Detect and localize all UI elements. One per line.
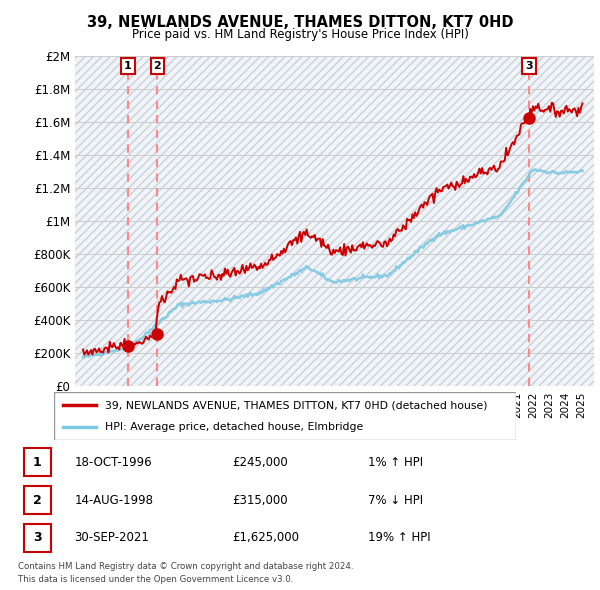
Text: Price paid vs. HM Land Registry's House Price Index (HPI): Price paid vs. HM Land Registry's House … xyxy=(131,28,469,41)
Text: £1,625,000: £1,625,000 xyxy=(232,532,299,545)
Text: HPI: Average price, detached house, Elmbridge: HPI: Average price, detached house, Elmb… xyxy=(105,422,363,432)
FancyBboxPatch shape xyxy=(23,448,51,476)
Text: 3: 3 xyxy=(33,532,41,545)
Text: 18-OCT-1996: 18-OCT-1996 xyxy=(74,455,152,468)
Text: 3: 3 xyxy=(525,61,533,71)
Text: £315,000: £315,000 xyxy=(232,493,288,507)
Text: This data is licensed under the Open Government Licence v3.0.: This data is licensed under the Open Gov… xyxy=(18,575,293,584)
Text: Contains HM Land Registry data © Crown copyright and database right 2024.: Contains HM Land Registry data © Crown c… xyxy=(18,562,353,571)
Text: 2: 2 xyxy=(154,61,161,71)
FancyBboxPatch shape xyxy=(54,392,516,440)
Text: 30-SEP-2021: 30-SEP-2021 xyxy=(74,532,149,545)
Text: 19% ↑ HPI: 19% ↑ HPI xyxy=(368,532,430,545)
Text: 14-AUG-1998: 14-AUG-1998 xyxy=(74,493,154,507)
Text: 39, NEWLANDS AVENUE, THAMES DITTON, KT7 0HD: 39, NEWLANDS AVENUE, THAMES DITTON, KT7 … xyxy=(87,15,513,30)
Text: 1: 1 xyxy=(124,61,132,71)
Text: 2: 2 xyxy=(33,493,41,507)
Text: 39, NEWLANDS AVENUE, THAMES DITTON, KT7 0HD (detached house): 39, NEWLANDS AVENUE, THAMES DITTON, KT7 … xyxy=(105,400,487,410)
FancyBboxPatch shape xyxy=(23,486,51,514)
Text: £245,000: £245,000 xyxy=(232,455,288,468)
Text: 1% ↑ HPI: 1% ↑ HPI xyxy=(368,455,423,468)
Text: 1: 1 xyxy=(33,455,41,468)
Text: 7% ↓ HPI: 7% ↓ HPI xyxy=(368,493,423,507)
FancyBboxPatch shape xyxy=(23,525,51,552)
